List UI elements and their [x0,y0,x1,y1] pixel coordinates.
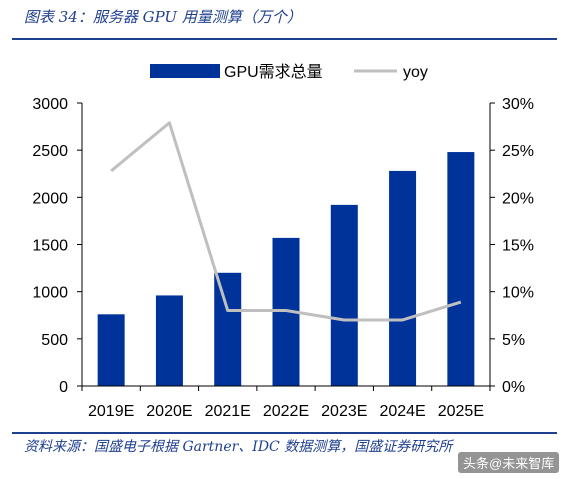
bar [447,152,475,386]
right-tick-label: 0% [502,379,525,396]
bar [214,272,242,386]
x-tick-label: 2024E [379,403,425,420]
left-tick-label: 500 [41,332,68,349]
x-tick-label: 2020E [146,403,192,420]
yoy-line-series [110,121,462,322]
right-y-axis: 0% 5% 10% 15% 20% 25% 30% [489,96,534,396]
x-tick-label: 2021E [205,403,251,420]
figure-title: 图表 34：服务器 GPU 用量测算（万个） [24,8,302,26]
legend-bar-swatch [150,64,220,78]
x-tick-label: 2023E [321,403,367,420]
right-tick-label: 30% [502,96,534,113]
right-tick-label: 25% [502,143,534,160]
bar [155,295,183,386]
x-tick-label: 2019E [88,403,134,420]
legend-line-label: yoy [403,64,428,81]
left-tick-label: 3000 [32,96,68,113]
gpu-demand-chart: GPU需求总量 yoy 0 500 1000 1500 2000 2500 3000 0% 5%… [32,63,534,420]
right-tick-label: 20% [502,190,534,207]
bar [330,204,358,386]
source-note: 资料来源：国盛电子根据 Gartner、IDC 数据测算，国盛证券研究所 [24,439,453,455]
left-y-axis: 0 500 1000 1500 2000 2500 3000 [32,96,83,396]
left-tick-label: 1500 [32,238,68,255]
left-tick-label: 2000 [32,190,68,207]
x-axis: 2019E 2020E 2021E 2022E 2023E 2024E 2025E [81,385,491,420]
legend: GPU需求总量 yoy [150,63,428,81]
left-tick-label: 1000 [32,285,68,302]
left-tick-label: 0 [59,379,68,396]
right-tick-label: 5% [502,332,525,349]
x-tick-label: 2022E [263,403,309,420]
x-tick-label: 2025E [438,403,484,420]
left-tick-label: 2500 [32,143,68,160]
title-divider [12,38,557,40]
bar-series [97,152,475,386]
right-tick-label: 15% [502,238,534,255]
legend-bar-label: GPU需求总量 [224,63,323,81]
watermark: 头条@未来智库 [458,452,560,473]
bar [389,170,417,386]
bar [97,314,125,386]
right-tick-label: 10% [502,285,534,302]
source-divider [12,432,557,434]
